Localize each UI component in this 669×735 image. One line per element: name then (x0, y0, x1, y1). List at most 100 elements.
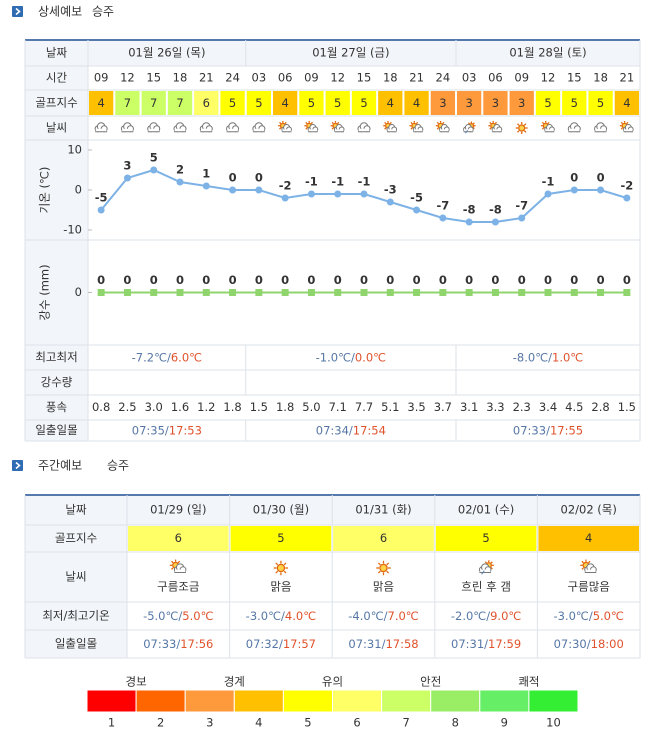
legend-group: 안전 (420, 675, 441, 689)
sun-ray (489, 121, 492, 125)
golf-index: 4 (623, 96, 630, 110)
cloud-base (480, 569, 491, 573)
sunrise: 07:33 (513, 423, 546, 437)
time-label: 24 (436, 71, 451, 85)
sun-ray (331, 127, 334, 130)
sun-ray (436, 121, 439, 125)
golf-cell (614, 91, 639, 115)
sun-ray (386, 562, 390, 566)
y-axis-label: 강수 (mm) (38, 264, 52, 320)
time-label: 12 (541, 71, 556, 85)
sun-ray (384, 121, 387, 125)
point (439, 214, 447, 222)
wind-speed: 7.1 (329, 400, 347, 414)
golf-index: 5 (544, 96, 551, 110)
day-date: 01월 26일 (목) (128, 46, 205, 60)
sun-ray (541, 127, 545, 130)
max-temp: 4.0℃ (285, 609, 316, 623)
legend-level: 4 (255, 716, 262, 730)
sun-ray (389, 121, 392, 125)
golf-index: 3 (465, 96, 472, 110)
cloud-base (358, 128, 370, 132)
sun-ray (377, 570, 381, 574)
max-temp: 7.0℃ (388, 609, 419, 623)
point (123, 174, 131, 182)
cloud-icon (94, 122, 108, 133)
golf-cell (562, 91, 587, 115)
point (307, 190, 315, 198)
data-label: 0 (202, 273, 210, 287)
legend-swatch (86, 689, 137, 713)
min-temp: -7.2℃ (132, 350, 167, 364)
cloud-base (387, 129, 396, 132)
data-label: 0 (570, 171, 578, 185)
point (544, 289, 552, 296)
data-label: 0 (229, 273, 237, 287)
cloud-base (253, 128, 265, 132)
sun-core (276, 563, 286, 573)
rain-mark (481, 570, 485, 575)
section-icon (12, 460, 23, 471)
data-label: 0 (597, 273, 605, 287)
golf-index: 4 (97, 96, 104, 110)
sunset: 17:56 (180, 637, 213, 651)
sun-times: 07:35/17:53 (132, 423, 202, 437)
wind-speed: 5.0 (302, 400, 320, 414)
cloud-base (440, 129, 449, 132)
wind-speed: 2.5 (118, 400, 136, 414)
golf-cell (509, 91, 534, 115)
separator: / (384, 609, 388, 623)
cloud-base (464, 129, 473, 132)
golf-cell (115, 91, 140, 115)
separator: / (281, 609, 285, 623)
time-label: 24 (225, 71, 240, 85)
point (518, 289, 526, 296)
cloud-base (175, 569, 186, 573)
cloud-icon (199, 122, 213, 133)
cloud-icon (226, 122, 240, 133)
sun-ray (547, 121, 550, 125)
wind-speed: 3.3 (486, 400, 504, 414)
sunrise: 07:31 (348, 637, 381, 651)
point (360, 190, 368, 198)
golf-cell (246, 91, 271, 115)
separator: / (486, 609, 490, 623)
sun-times: 07:31/17:59 (451, 637, 521, 651)
cloud-base (122, 128, 133, 132)
weather-text: 맑음 (373, 580, 394, 594)
sunrise: 07:30 (554, 637, 587, 651)
golf-cell (220, 91, 245, 115)
sun-ray (337, 121, 340, 125)
y-tick-label: 0 (75, 183, 82, 197)
sun-times: 07:30/18:00 (554, 637, 624, 651)
sun-ray (171, 560, 174, 564)
data-label: -1 (358, 175, 371, 189)
max-temp: 0.0℃ (355, 350, 386, 364)
cloud-base (227, 128, 238, 132)
section-location: 승주 (107, 459, 129, 473)
wind-speed: 3.1 (460, 400, 478, 414)
data-label: 1 (202, 167, 210, 181)
data-label: -8 (489, 203, 502, 217)
point (623, 194, 631, 202)
y-tick-label: 0 (75, 285, 82, 299)
golf-index: 5 (482, 531, 489, 545)
cloud-base (413, 129, 423, 132)
golf-cell (457, 91, 482, 115)
legend-swatch (184, 689, 235, 713)
separator: / (382, 637, 386, 651)
sun-core (518, 124, 526, 132)
day-date: 01/30 (월) (253, 503, 309, 517)
weather-text: 구름많음 (568, 580, 610, 594)
sun-times: 07:33/17:55 (513, 423, 583, 437)
cloud-base (595, 128, 606, 132)
separator: / (484, 637, 488, 651)
time-label: 18 (383, 71, 398, 85)
section-title: 주간예보 (38, 459, 82, 473)
golf-index: 6 (203, 96, 210, 110)
legend-group: 경계 (224, 675, 245, 689)
section-location: 승주 (92, 5, 114, 19)
cloud-base (308, 129, 318, 132)
golf-cell (273, 91, 298, 115)
cloud-base (201, 128, 212, 132)
